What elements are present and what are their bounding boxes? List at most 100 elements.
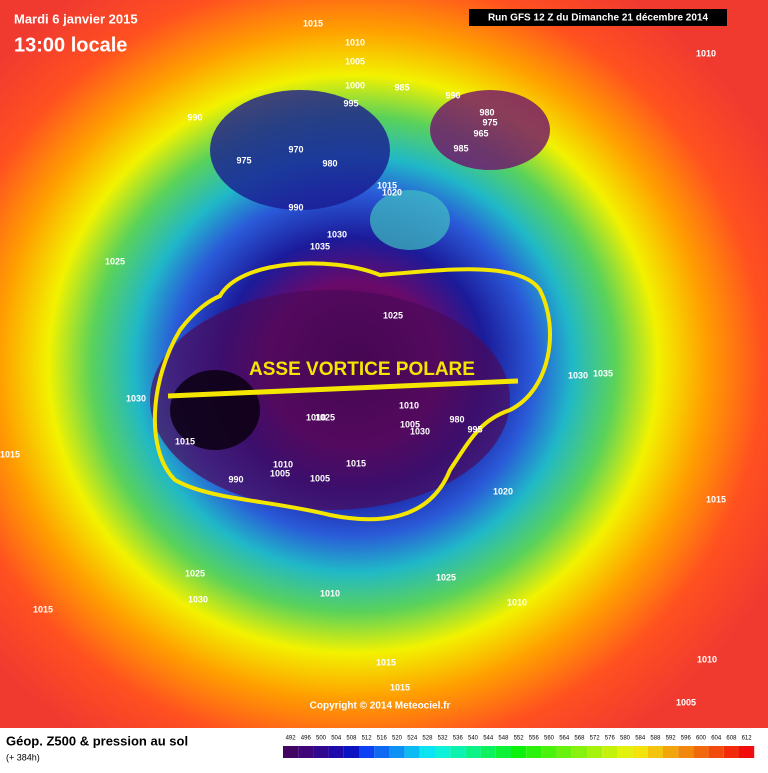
scale-label: 604 xyxy=(711,736,722,742)
scale-swatch xyxy=(419,746,435,758)
scale-swatch xyxy=(359,746,375,758)
scale-swatch xyxy=(617,746,633,758)
scale-swatch xyxy=(678,746,694,758)
isobar-label: 1015 xyxy=(0,449,20,459)
scale-swatch xyxy=(404,746,420,758)
scale-label: 492 xyxy=(286,736,297,742)
scale-label: 544 xyxy=(483,736,494,742)
isobar-label: 1005 xyxy=(676,697,696,707)
isobar-label: 975 xyxy=(482,117,497,127)
scale-label: 528 xyxy=(422,736,433,742)
isobar-label: 1025 xyxy=(315,412,335,422)
isobar-label: 1030 xyxy=(188,594,208,604)
scale-label: 548 xyxy=(498,736,509,742)
run-info: Run GFS 12 Z du Dimanche 21 décembre 201… xyxy=(488,13,709,24)
vortex-core xyxy=(170,370,260,450)
scale-label: 508 xyxy=(346,736,357,742)
vortex-axis xyxy=(167,378,519,399)
scale-swatch xyxy=(556,746,572,758)
isobar-label: 1005 xyxy=(400,419,420,429)
isobar-label: 1000 xyxy=(345,80,365,90)
isobar-label: 1025 xyxy=(185,568,205,578)
scale-label: 576 xyxy=(605,736,616,742)
isobar-label: 1010 xyxy=(399,400,419,410)
isobar-label: 1005 xyxy=(345,56,365,66)
isobar-label: 980 xyxy=(322,158,337,168)
scale-label: 568 xyxy=(574,736,585,742)
scale-swatch xyxy=(465,746,481,758)
isobar-label: 1010 xyxy=(320,588,340,598)
scale-swatch xyxy=(587,746,603,758)
scale-swatch xyxy=(602,746,618,758)
scale-label: 532 xyxy=(438,736,449,742)
scale-label: 536 xyxy=(453,736,464,742)
scale-label: 540 xyxy=(468,736,479,742)
isobar-label: 1020 xyxy=(382,187,402,197)
scale-swatch xyxy=(480,746,496,758)
vortex-core xyxy=(150,290,510,510)
scale-label: 520 xyxy=(392,736,403,742)
scale-swatch xyxy=(450,746,466,758)
scale-swatch xyxy=(328,746,344,758)
scale-swatch xyxy=(632,746,648,758)
isobar-label: 1035 xyxy=(310,241,330,251)
isobar-label: 1030 xyxy=(126,393,146,403)
isobar-label: 1010 xyxy=(696,48,716,58)
isobar-label: 1005 xyxy=(270,468,290,478)
scale-swatch xyxy=(526,746,542,758)
isobar-label: 1020 xyxy=(493,486,513,496)
scale-label: 608 xyxy=(726,736,737,742)
isobar-label: 1015 xyxy=(346,458,366,468)
scale-label: 496 xyxy=(301,736,312,742)
isobar-label: 965 xyxy=(473,128,488,138)
scale-label: 560 xyxy=(544,736,555,742)
scale-swatch xyxy=(435,746,451,758)
scale-swatch xyxy=(511,746,527,758)
isobar-label: 990 xyxy=(288,202,303,212)
isobar-label: 1025 xyxy=(383,310,403,320)
scale-label: 556 xyxy=(529,736,540,742)
copyright: Copyright © 2014 Meteociel.fr xyxy=(310,701,451,712)
run-box xyxy=(469,9,727,26)
scale-swatch xyxy=(343,746,359,758)
isobar-label: 1015 xyxy=(303,18,323,28)
scale-swatch xyxy=(663,746,679,758)
scale-label: 588 xyxy=(650,736,661,742)
scale-label: 600 xyxy=(696,736,707,742)
low-area xyxy=(210,90,390,210)
isobar-label: 1015 xyxy=(390,682,410,692)
isobar-label: 1010 xyxy=(273,459,293,469)
scale-swatch xyxy=(374,746,390,758)
scale-swatch xyxy=(739,746,755,758)
isobar-label: 1030 xyxy=(568,370,588,380)
scale-label: 580 xyxy=(620,736,631,742)
scale-label: 512 xyxy=(362,736,373,742)
isobar-label: 1010 xyxy=(306,412,326,422)
scale-label: 592 xyxy=(666,736,677,742)
isobar-label: 1010 xyxy=(507,597,527,607)
isobar-label: 995 xyxy=(467,424,482,434)
isobar-label: 970 xyxy=(288,144,303,154)
scale-label: 612 xyxy=(742,736,753,742)
scale-swatch xyxy=(647,746,663,758)
scale-swatch xyxy=(495,746,511,758)
scale-swatch xyxy=(693,746,709,758)
scale-label: 596 xyxy=(681,736,692,742)
isobar-label: 1030 xyxy=(410,426,430,436)
scale-swatch xyxy=(298,746,314,758)
scale-swatch xyxy=(541,746,557,758)
time: 13:00 locale xyxy=(14,34,127,56)
isobar-label: 1015 xyxy=(377,180,397,190)
isobar-label: 985 xyxy=(453,143,468,153)
isobar-label: 1015 xyxy=(33,604,53,614)
vortex-outline xyxy=(152,261,552,522)
isobar-label: 1015 xyxy=(175,436,195,446)
isobar-label: 1025 xyxy=(105,256,125,266)
isobar-label: 980 xyxy=(479,107,494,117)
isobar-label: 985 xyxy=(394,82,409,92)
annotation: ASSE VORTICE POLARE xyxy=(249,359,475,380)
isobar-label: 1010 xyxy=(345,37,365,47)
isobar-label: 975 xyxy=(236,155,251,165)
isobar-label: 1025 xyxy=(436,572,456,582)
